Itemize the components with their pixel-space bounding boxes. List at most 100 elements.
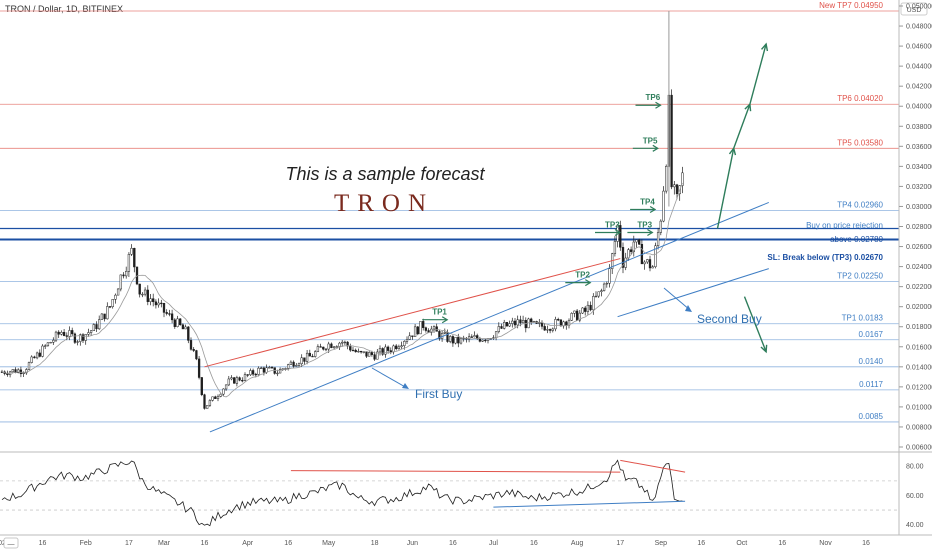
- support-trendline: [209, 201, 769, 433]
- candle-body: [230, 377, 233, 380]
- candle-body: [395, 345, 398, 349]
- candle-body: [292, 361, 295, 367]
- candle-body: [141, 293, 144, 296]
- candle-body: [143, 289, 147, 295]
- candle-body: [578, 312, 581, 321]
- candle-body: [338, 342, 341, 347]
- candle-body: [565, 321, 568, 326]
- candle-body: [589, 304, 592, 311]
- candle-body: [605, 282, 608, 285]
- candle-body: [179, 318, 182, 326]
- candle-body: [235, 377, 239, 384]
- candle-body: [424, 327, 428, 331]
- candle-body: [41, 345, 44, 357]
- candle-body: [130, 247, 133, 255]
- candle-body: [65, 335, 68, 337]
- candle-body: [25, 369, 28, 374]
- buy-rejection-label: Buy on price rejection: [806, 221, 883, 230]
- time-tick-label: Jul: [489, 540, 498, 547]
- candle-body: [570, 313, 573, 321]
- candle-body: [95, 324, 98, 330]
- candle-body: [386, 346, 390, 351]
- candle-body: [341, 341, 344, 344]
- candle-body: [497, 326, 500, 332]
- candle-body: [449, 336, 452, 342]
- candle-body: [349, 345, 352, 351]
- candle-body: [22, 372, 25, 375]
- level-labels: Buy on price rejection above 0.02780 SL:…: [767, 221, 883, 262]
- currency-badge[interactable]: USD: [900, 2, 928, 16]
- target-level-label: 0.0167: [859, 330, 884, 339]
- candle-body: [200, 377, 203, 395]
- candle-body: [222, 388, 225, 395]
- projection-arrow: [716, 148, 735, 229]
- candle-body: [270, 367, 274, 369]
- logo[interactable]: —: [3, 537, 19, 549]
- candle-body: [262, 367, 266, 373]
- candle-body: [505, 322, 509, 327]
- stop-loss-label: SL: Break below (TP3) 0.02670: [767, 253, 883, 262]
- candle-body: [575, 310, 579, 321]
- candle-body: [287, 364, 290, 369]
- candle-body: [154, 301, 158, 306]
- candle-body: [559, 319, 563, 327]
- target-level-label: TP5 0.03580: [837, 138, 883, 147]
- first-buy-label: First Buy: [415, 387, 462, 401]
- target-level-label: 0.0140: [859, 357, 884, 366]
- time-tick-label: 16: [201, 540, 209, 547]
- second-buy-label: Second Buy: [697, 312, 762, 326]
- candle-body: [227, 378, 230, 386]
- candle-body: [540, 322, 544, 327]
- time-tick-label: Oct: [736, 540, 747, 547]
- candle-body: [89, 330, 93, 333]
- candle-body: [73, 333, 77, 343]
- candle-body: [6, 373, 9, 376]
- candle-body: [19, 369, 23, 375]
- candle-body: [332, 346, 336, 349]
- candle-body: [176, 318, 179, 327]
- candle-body: [581, 307, 584, 314]
- candle-body: [241, 379, 244, 382]
- candle-body: [629, 249, 633, 252]
- candle-body: [662, 190, 665, 222]
- projection-arrow: [743, 296, 767, 353]
- candle-body: [521, 320, 525, 324]
- candle-body: [673, 184, 676, 188]
- candle-body: [648, 259, 652, 269]
- candle-body: [160, 302, 163, 305]
- candle-body: [114, 294, 117, 300]
- tp-marker-label: TP3: [605, 221, 620, 230]
- candle-body: [519, 319, 522, 324]
- candle-body: [378, 348, 382, 353]
- candle-body: [632, 241, 635, 252]
- candle-body: [389, 350, 392, 353]
- candle-body: [157, 302, 160, 306]
- candle-body: [400, 345, 403, 348]
- candle-body: [586, 304, 590, 312]
- candle-body: [359, 350, 363, 353]
- tp-marker-label: TP1: [432, 308, 447, 317]
- time-tick-label: Aug: [571, 540, 584, 547]
- candle-body: [362, 351, 365, 353]
- candle-body: [513, 320, 517, 326]
- candle-body: [197, 358, 201, 378]
- candle-body: [656, 232, 660, 247]
- candle-body: [600, 290, 603, 292]
- candle-body: [376, 351, 379, 360]
- rsi-tick-label: 80.00: [906, 464, 924, 471]
- candle-body: [392, 345, 395, 353]
- candle-body: [551, 328, 554, 331]
- candle-body: [68, 330, 71, 337]
- price-tick-label: 0.006000: [906, 444, 932, 451]
- candle-body: [438, 331, 441, 339]
- candle-body: [152, 298, 155, 303]
- candle-body: [351, 349, 355, 352]
- projection-arrowhead: [760, 42, 769, 52]
